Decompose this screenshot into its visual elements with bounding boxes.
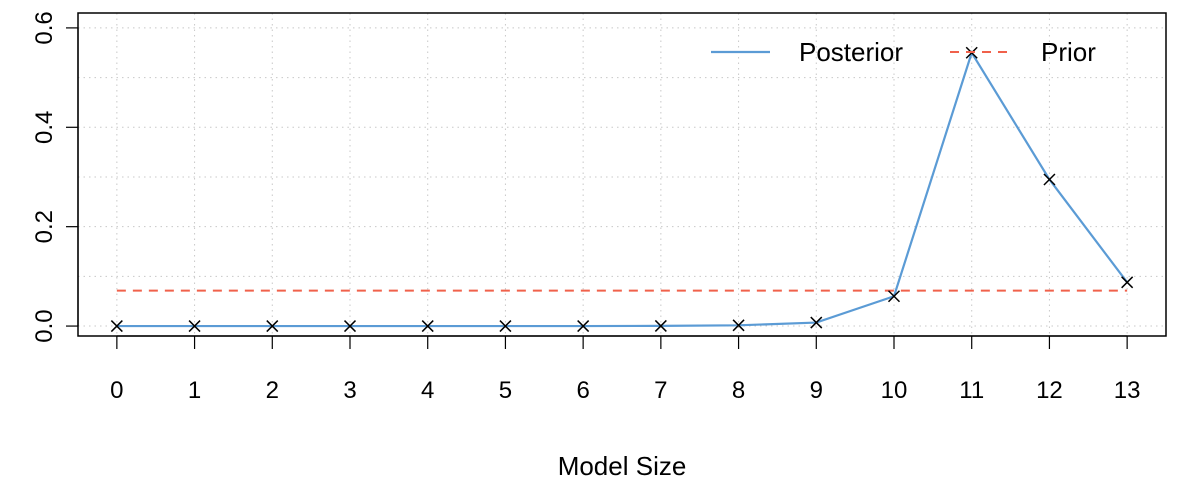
- x-axis-title: Model Size: [558, 451, 687, 481]
- posterior-point: [887, 290, 901, 303]
- marker-stroke: [887, 290, 901, 303]
- y-tick-label: 0.0: [31, 309, 58, 342]
- posterior-line: [116, 50, 1129, 328]
- x-tick-label: 4: [421, 377, 434, 404]
- marker-stroke: [499, 320, 512, 333]
- x-tick-label: 3: [343, 377, 356, 404]
- posterior-point: [188, 320, 201, 333]
- y-axis: 0.0 0.2 0.4 0.6: [31, 11, 79, 343]
- marker-stroke: [266, 320, 279, 333]
- marker-stroke: [577, 320, 590, 333]
- x-tick-label: 8: [732, 377, 745, 404]
- y-tick-label: 0.4: [31, 111, 58, 144]
- x-tick-label: 10: [881, 377, 908, 404]
- marker-stroke: [810, 316, 823, 329]
- plot-frame: [77, 12, 1167, 337]
- posterior-point: [732, 319, 745, 332]
- legend: Posterior Prior: [711, 37, 1096, 67]
- x-tick-label: 9: [810, 377, 823, 404]
- marker-stroke: [110, 320, 123, 333]
- marker-stroke: [343, 320, 357, 333]
- x-tick-label: 6: [576, 377, 589, 404]
- x-tick-label: 5: [499, 377, 512, 404]
- posterior-series: [116, 50, 1129, 328]
- posterior-point: [1043, 173, 1056, 186]
- x-tick-label: 1: [188, 377, 201, 404]
- posterior-point: [110, 320, 123, 333]
- posterior-markers: [110, 46, 1134, 333]
- marker-stroke: [421, 320, 434, 333]
- posterior-point: [343, 320, 357, 333]
- x-tick-label: 11: [959, 377, 984, 404]
- x-tick-label: 13: [1114, 377, 1141, 404]
- y-tick-label: 0.6: [31, 11, 58, 44]
- marker-stroke: [732, 319, 745, 332]
- y-tick-label: 0.2: [31, 210, 58, 243]
- x-axis: 0 1 2 3 4 5 6 7 8 9 10 11 12 13: [110, 335, 1141, 404]
- posterior-point: [499, 320, 512, 333]
- posterior-point: [654, 319, 667, 332]
- x-tick-label: 12: [1036, 377, 1063, 404]
- x-tick-label: 2: [266, 377, 279, 404]
- posterior-point: [577, 320, 590, 333]
- marker-stroke: [188, 320, 201, 333]
- marker-stroke: [1043, 173, 1056, 186]
- grid: [78, 13, 1166, 336]
- x-tick-label: 7: [654, 377, 667, 404]
- posterior-point: [421, 320, 434, 333]
- legend-prior-label: Prior: [1041, 37, 1096, 67]
- legend-posterior-label: Posterior: [799, 37, 903, 67]
- posterior-point: [266, 320, 279, 333]
- marker-stroke: [654, 319, 667, 332]
- x-tick-label: 0: [110, 377, 123, 404]
- posterior-point: [1121, 276, 1134, 289]
- marker-stroke: [1121, 276, 1134, 289]
- posterior-point: [810, 316, 823, 329]
